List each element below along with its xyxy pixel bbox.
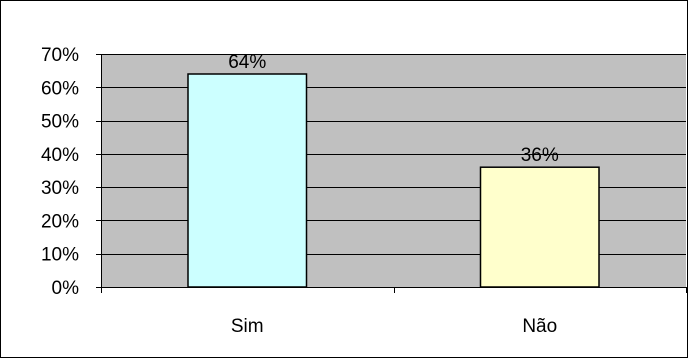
data-label: 64% [228, 52, 266, 73]
y-tick-label: 40% [41, 145, 79, 166]
y-tick-label: 20% [41, 211, 79, 232]
x-category-label: Sim [231, 316, 264, 337]
y-tick-label: 50% [41, 112, 79, 133]
y-tick-label: 60% [41, 78, 79, 99]
bar-nao [479, 166, 600, 288]
y-tick-label: 0% [52, 278, 80, 299]
y-tick-label: 30% [41, 178, 79, 199]
y-tick-label: 70% [41, 45, 79, 66]
x-axis-labels: Sim Não [231, 316, 557, 337]
axes [96, 54, 687, 293]
x-category-label: Não [522, 316, 557, 337]
data-label: 36% [521, 145, 559, 166]
data-labels: 64% 36% [228, 52, 559, 166]
y-axis-ticks: 0% 10% 20% 30% 40% 50% 60% 70% [41, 45, 79, 299]
y-tick-label: 10% [41, 245, 79, 266]
bar-sim [187, 73, 308, 288]
